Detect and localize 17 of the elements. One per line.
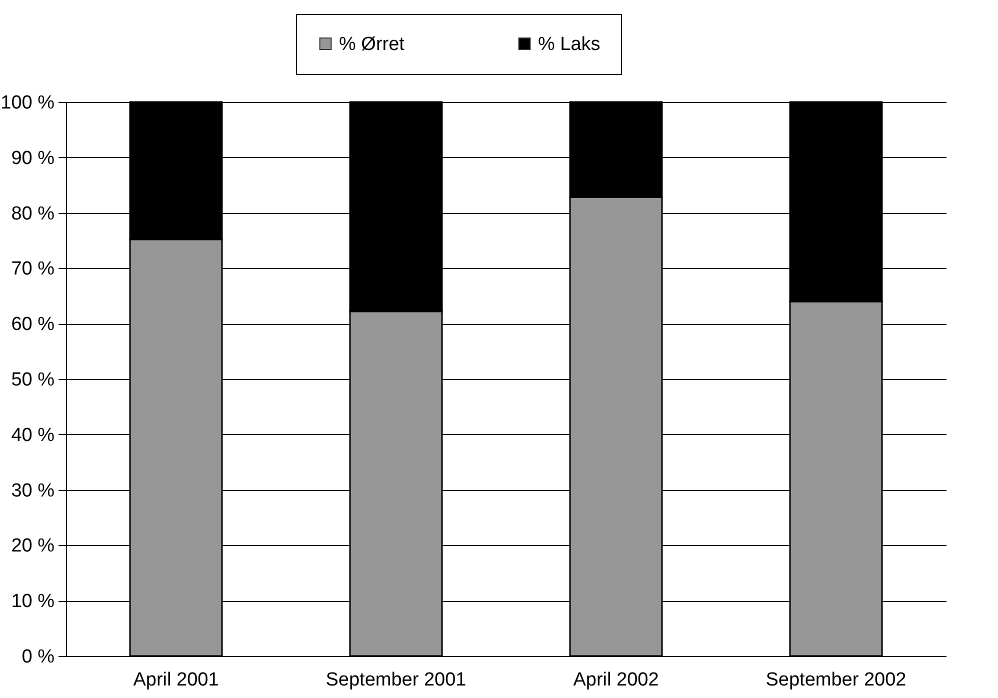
y-tick-label: 90 % xyxy=(11,148,55,169)
x-tick-label: September 2001 xyxy=(326,670,466,690)
x-tick-label: April 2001 xyxy=(133,670,219,690)
y-tick-label: 40 % xyxy=(11,424,55,446)
y-tick-label: 60 % xyxy=(11,314,55,336)
y-tick-label: 20 % xyxy=(11,536,55,557)
legend-label: % Laks xyxy=(538,34,600,55)
y-tick-label: 0 % xyxy=(22,646,55,668)
y-tick-label: 100 % xyxy=(0,92,55,114)
y-tick-label: 50 % xyxy=(11,370,55,390)
y-tick-label: 70 % xyxy=(11,258,55,280)
x-tick-label: April 2002 xyxy=(573,670,659,690)
y-tick-label: 80 % xyxy=(11,203,55,224)
x-tick-label: September 2002 xyxy=(766,670,906,690)
y-tick-label: 10 % xyxy=(11,591,55,612)
y-tick-label: 30 % xyxy=(11,480,55,502)
legend-label: % Ørret xyxy=(339,34,406,55)
